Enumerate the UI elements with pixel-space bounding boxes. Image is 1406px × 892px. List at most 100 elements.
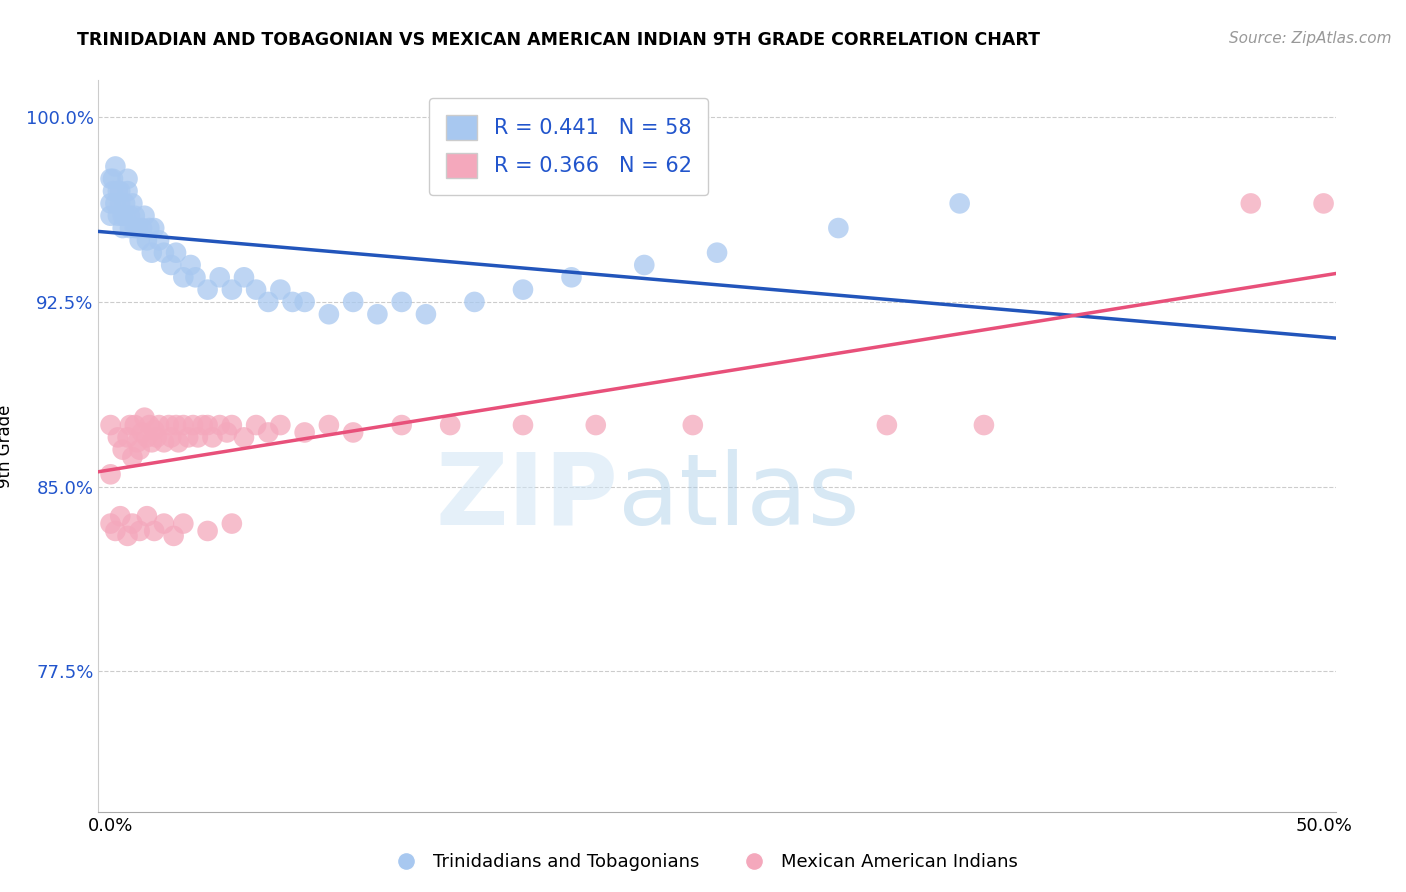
Point [269, 418, 291, 433]
Point [180, 258, 202, 272]
Point [439, 418, 461, 433]
Point [318, 418, 340, 433]
Point [415, 307, 437, 321]
Point [124, 209, 146, 223]
Point [366, 307, 388, 321]
Point [949, 196, 972, 211]
Point [143, 221, 166, 235]
Point [233, 270, 256, 285]
Point [114, 196, 136, 211]
Point [128, 442, 150, 457]
Point [160, 258, 183, 272]
Point [110, 196, 132, 211]
Point [172, 270, 194, 285]
Point [134, 410, 156, 425]
Point [138, 418, 160, 433]
Point [165, 245, 187, 260]
Point [1240, 196, 1263, 211]
Point [1312, 196, 1334, 211]
Point [221, 283, 243, 297]
Point [160, 430, 183, 444]
Point [197, 524, 219, 538]
Point [118, 418, 141, 433]
Point [318, 307, 340, 321]
Point [391, 294, 413, 309]
Point [585, 418, 607, 433]
Point [110, 184, 132, 198]
Point [172, 418, 194, 433]
Point [101, 171, 124, 186]
Point [197, 283, 219, 297]
Point [121, 450, 143, 464]
Point [245, 283, 267, 297]
Point [153, 516, 176, 531]
Point [111, 209, 134, 223]
Point [153, 435, 176, 450]
Point [148, 233, 170, 247]
Point [134, 209, 156, 223]
Point [141, 435, 163, 450]
Point [233, 430, 256, 444]
Point [245, 418, 267, 433]
Point [197, 418, 219, 433]
Point [281, 294, 304, 309]
Point [111, 442, 134, 457]
Point [153, 245, 176, 260]
Point [172, 516, 194, 531]
Point [512, 418, 534, 433]
Point [294, 294, 316, 309]
Point [145, 430, 167, 444]
Point [136, 430, 159, 444]
Point [118, 209, 141, 223]
Point [107, 184, 129, 198]
Point [117, 184, 139, 198]
Point [117, 171, 139, 186]
Point [131, 425, 153, 440]
Point [221, 516, 243, 531]
Y-axis label: 9th Grade: 9th Grade [0, 404, 14, 488]
Point [221, 418, 243, 433]
Point [633, 258, 655, 272]
Point [104, 196, 127, 211]
Point [100, 209, 122, 223]
Point [141, 245, 163, 260]
Point [181, 418, 204, 433]
Point [560, 270, 582, 285]
Point [124, 418, 146, 433]
Point [463, 294, 485, 309]
Point [128, 524, 150, 538]
Point [201, 430, 224, 444]
Point [138, 221, 160, 235]
Point [191, 418, 214, 433]
Point [706, 245, 728, 260]
Point [121, 196, 143, 211]
Point [127, 435, 149, 450]
Text: ZIP: ZIP [436, 449, 619, 546]
Point [187, 430, 209, 444]
Point [107, 209, 129, 223]
Point [100, 171, 122, 186]
Point [104, 524, 127, 538]
Point [117, 430, 139, 444]
Point [162, 529, 184, 543]
Text: atlas: atlas [619, 449, 859, 546]
Point [143, 423, 166, 437]
Text: Source: ZipAtlas.com: Source: ZipAtlas.com [1229, 31, 1392, 46]
Legend: R = 0.441   N = 58, R = 0.366   N = 62: R = 0.441 N = 58, R = 0.366 N = 62 [429, 98, 709, 194]
Legend: Trinidadians and Tobagonians, Mexican American Indians: Trinidadians and Tobagonians, Mexican Am… [381, 847, 1025, 879]
Point [118, 221, 141, 235]
Point [257, 425, 280, 440]
Point [124, 221, 146, 235]
Point [391, 418, 413, 433]
Point [136, 233, 159, 247]
Point [128, 233, 150, 247]
Point [208, 418, 231, 433]
Point [294, 425, 316, 440]
Point [184, 270, 207, 285]
Point [257, 294, 280, 309]
Point [973, 418, 995, 433]
Text: TRINIDADIAN AND TOBAGONIAN VS MEXICAN AMERICAN INDIAN 9TH GRADE CORRELATION CHAR: TRINIDADIAN AND TOBAGONIAN VS MEXICAN AM… [77, 31, 1040, 49]
Point [101, 184, 124, 198]
Point [100, 418, 122, 433]
Point [131, 221, 153, 235]
